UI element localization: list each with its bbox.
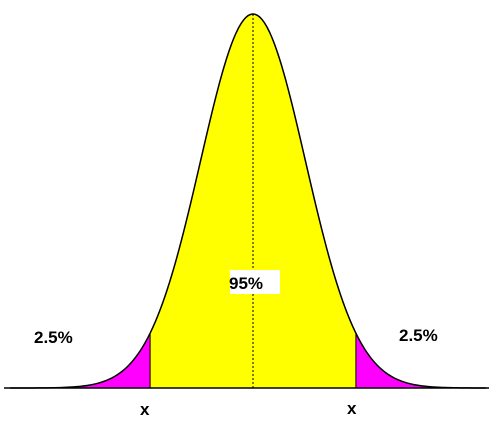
bell-curve bbox=[10, 13, 486, 389]
left-cutoff-label: x bbox=[140, 400, 150, 419]
center-area-label-box bbox=[230, 270, 280, 294]
left-tail-region bbox=[10, 333, 151, 388]
center-area-label: 95% bbox=[229, 274, 263, 293]
right-tail-region bbox=[355, 333, 486, 388]
right-cutoff-label: x bbox=[347, 399, 357, 418]
right-tail-area-label: 2.5% bbox=[399, 326, 438, 345]
left-tail-area-label: 2.5% bbox=[34, 328, 73, 347]
center-area-region bbox=[150, 14, 356, 388]
